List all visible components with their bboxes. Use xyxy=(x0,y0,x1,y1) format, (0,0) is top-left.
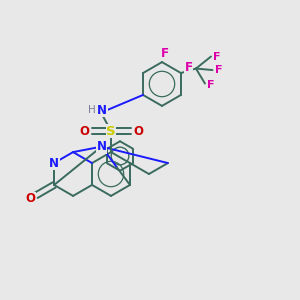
Text: N: N xyxy=(97,140,106,153)
Text: F: F xyxy=(184,61,193,74)
Text: H: H xyxy=(88,105,96,115)
Text: N: N xyxy=(97,103,107,117)
Text: O: O xyxy=(79,124,89,138)
Text: N: N xyxy=(49,157,59,169)
Text: F: F xyxy=(215,65,222,75)
Text: O: O xyxy=(26,192,35,205)
Text: S: S xyxy=(106,124,116,138)
Text: O: O xyxy=(133,124,143,138)
Text: F: F xyxy=(161,47,169,60)
Text: F: F xyxy=(207,80,214,90)
Text: F: F xyxy=(213,52,221,61)
